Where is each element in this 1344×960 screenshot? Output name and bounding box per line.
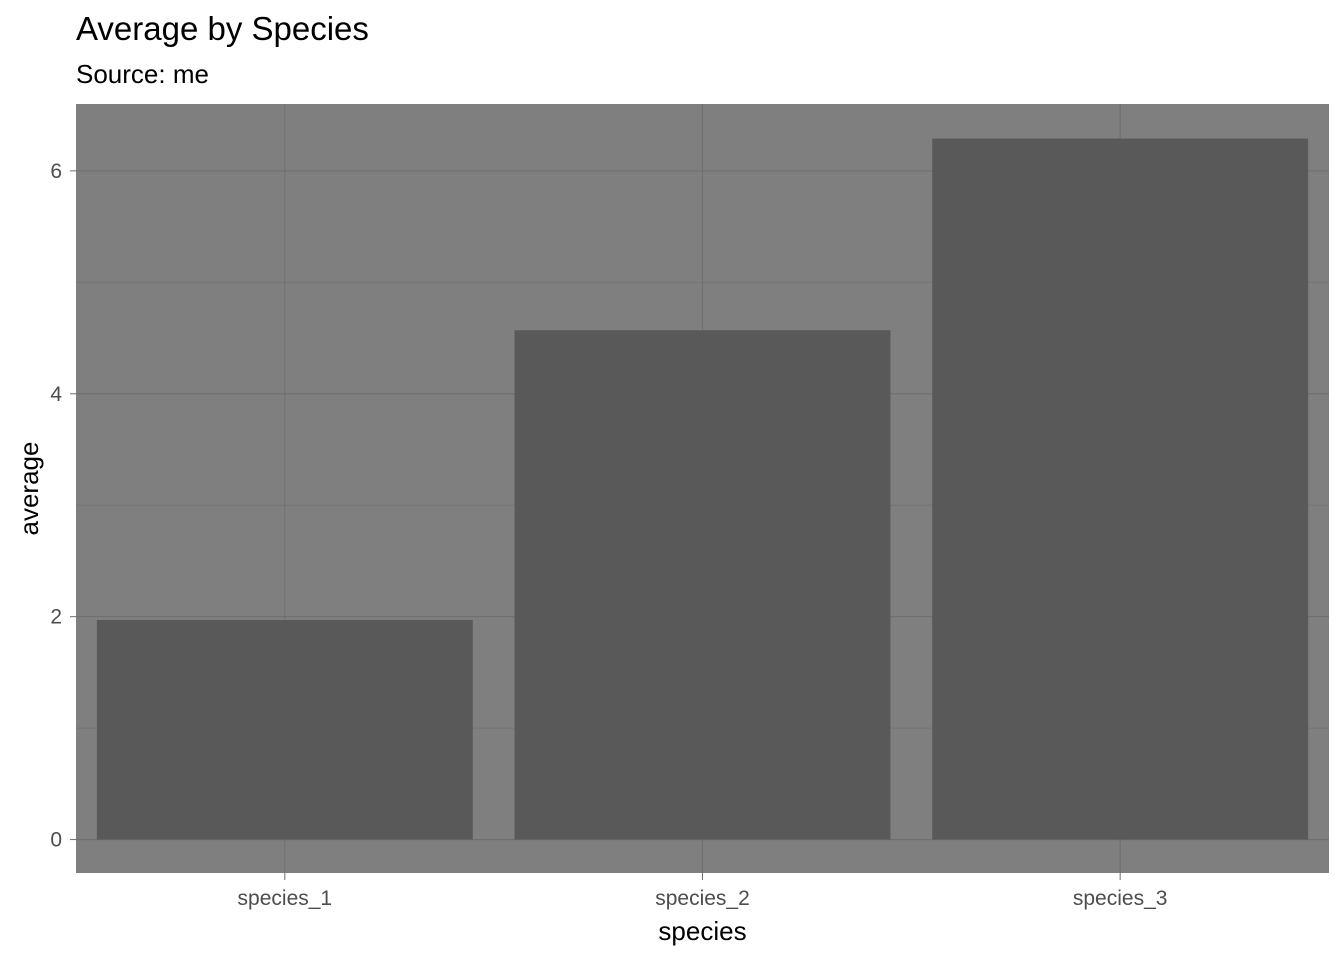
bar-species_2 — [514, 330, 891, 840]
y-tick-label: 4 — [50, 383, 62, 406]
chart-subtitle: Source: me — [76, 59, 209, 89]
x-tick-label: species_1 — [238, 887, 333, 910]
bar-species_1 — [96, 620, 473, 840]
y-tick-label: 0 — [50, 829, 62, 852]
x-tick-label: species_3 — [1073, 887, 1168, 910]
y-tick-label: 6 — [50, 160, 62, 183]
chart-title: Average by Species — [76, 10, 369, 47]
bar-species_3 — [932, 138, 1309, 840]
x-axis-title: species — [658, 916, 746, 946]
y-tick-label: 2 — [50, 606, 62, 629]
x-tick-label: species_2 — [655, 887, 750, 910]
y-axis-title: average — [14, 442, 44, 536]
